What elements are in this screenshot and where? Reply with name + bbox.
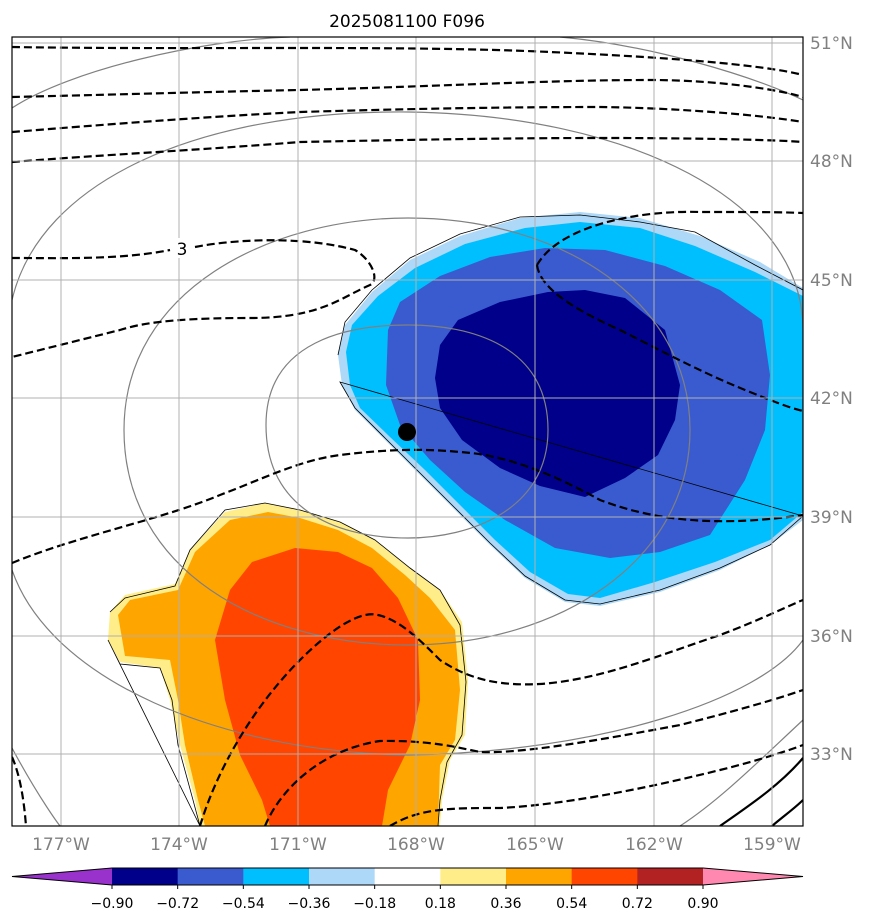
colorbar-tick-label: 0.18 — [425, 896, 456, 912]
anomaly-fill-orange-red — [215, 548, 420, 826]
lat-label-39n: 39°N — [810, 508, 853, 528]
dashed-contour-10 — [389, 743, 803, 826]
colorbar-tick-label: 0.72 — [622, 896, 653, 912]
colorbar-extend-high — [703, 868, 803, 885]
lat-label-48n: 48°N — [810, 152, 853, 172]
anomaly-outline-positive — [107, 502, 467, 826]
center-marker — [398, 423, 416, 441]
map-frame — [11, 36, 804, 827]
gray-ring-4 — [12, 37, 803, 826]
lon-label-171w: 171°W — [269, 835, 327, 855]
solid-contour-1 — [719, 757, 803, 826]
lon-label-177w: 177°W — [32, 835, 90, 855]
longitude-labels: 177°W 174°W 171°W 168°W 165°W 162°W 159°… — [32, 835, 801, 855]
colorbar-segment — [571, 868, 638, 885]
gray-ring-3 — [12, 111, 803, 756]
anomaly-outline — [337, 214, 803, 605]
colorbar-segment — [243, 868, 310, 885]
colorbar-segment — [112, 868, 179, 885]
lon-label-159w: 159°W — [743, 835, 801, 855]
lat-label-51n: 51°N — [810, 34, 853, 54]
colorbar-tick-label: −0.72 — [156, 896, 199, 912]
lon-label-165w: 165°W — [506, 835, 564, 855]
colorbar-extend-low — [12, 868, 112, 885]
chart-title: 2025081100 F096 — [329, 12, 485, 32]
colorbar-segment — [374, 868, 441, 885]
colorbar-tick-label: −0.54 — [222, 896, 265, 912]
colorbar-segment — [309, 868, 376, 885]
lon-label-174w: 174°W — [150, 835, 208, 855]
contour-label: 3 — [177, 240, 188, 260]
colorbar-tick-label: −0.18 — [353, 896, 396, 912]
anomaly-fill-dark-blue — [435, 290, 680, 497]
lat-lon-grid — [12, 37, 803, 826]
dashed-contour-11 — [12, 756, 28, 826]
dashed-contour-1 — [12, 45, 803, 77]
negative-anomaly-region — [337, 212, 803, 606]
lat-label-45n: 45°N — [810, 271, 853, 291]
colorbar-tick-label: 0.36 — [490, 896, 521, 912]
colorbar-tick-label: −0.36 — [288, 896, 331, 912]
dashed-contour-6 — [12, 448, 803, 565]
map-area: 3 — [12, 37, 803, 826]
colorbar-tick-label: 0.90 — [687, 896, 718, 912]
lon-label-162w: 162°W — [625, 835, 683, 855]
lat-label-42n: 42°N — [810, 389, 853, 409]
colorbar-segment — [506, 868, 573, 885]
gray-contour-rings — [12, 37, 803, 826]
solid-contour-2 — [771, 799, 803, 826]
gray-ring-1 — [265, 324, 549, 539]
solid-contours — [719, 757, 803, 826]
colorbar-tick-label: 0.54 — [556, 896, 587, 912]
gray-ring-2 — [123, 217, 691, 646]
dashed-contour-5 — [12, 239, 376, 359]
colorbar-tick-label: −0.90 — [91, 896, 134, 912]
latitude-labels: 51°N 48°N 45°N 42°N 39°N 36°N 33°N — [810, 34, 853, 765]
lat-label-33n: 33°N — [810, 745, 853, 765]
lon-label-168w: 168°W — [387, 835, 445, 855]
lat-label-36n: 36°N — [810, 627, 853, 647]
dashed-contour-9 — [263, 688, 803, 826]
dashed-contour-8 — [198, 598, 803, 826]
colorbar-segment — [440, 868, 507, 885]
colorbar-segment — [177, 868, 244, 885]
colorbar-segment — [637, 868, 704, 885]
positive-anomaly-region — [107, 502, 468, 826]
dashed-contour-4 — [12, 136, 803, 164]
dashed-contour-2 — [12, 78, 803, 99]
colorbar: −0.90 −0.72 −0.54 −0.36 −0.18 0.18 0.36 0.54 0.7… — [11, 867, 804, 912]
dashed-contour-3 — [12, 105, 803, 134]
